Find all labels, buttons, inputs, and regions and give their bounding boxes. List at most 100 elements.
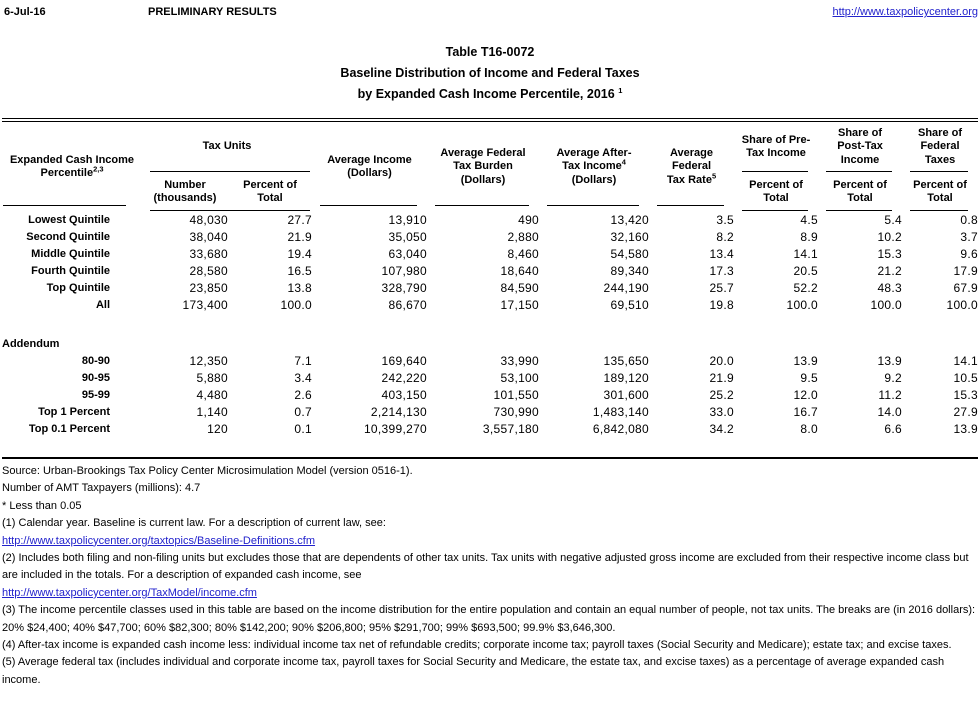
header-sub-row: Number (thousands) Percent of Total Perc…: [2, 172, 978, 212]
cell-pct-of-total: 13.8: [287, 281, 313, 295]
row-label: 80-90: [81, 355, 110, 367]
cell-avg-tax-burden: 33,990: [500, 354, 540, 368]
cell-avg-income: 63,040: [388, 247, 428, 261]
cell-share-posttax: 48.3: [877, 281, 903, 295]
cell-avg-after-tax-income: 89,340: [610, 264, 650, 278]
cell-avg-tax-burden: 17,150: [500, 298, 540, 312]
cell-share-fedtax: 0.8: [960, 213, 979, 227]
page-header: 6-Jul-16 PRELIMINARY RESULTS http://www.…: [2, 5, 978, 20]
cell-share-fedtax: 9.6: [960, 247, 979, 261]
table-row: Fourth Quintile 28,580 16.5 107,980 18,6…: [2, 263, 978, 280]
header-underline: [435, 205, 530, 206]
row-label: 90-95: [81, 372, 110, 384]
cell-number: 33,680: [189, 247, 228, 261]
cell-share-pretax: 8.9: [800, 230, 819, 244]
footnote-ref-5: 5: [711, 171, 717, 181]
row-label: 95-99: [81, 389, 110, 401]
table-row: Top 0.1 Percent 120 0.1 10,399,270 3,557…: [2, 421, 978, 438]
table-row: 90-95 5,880 3.4 242,220 53,100 189,120 2…: [2, 370, 978, 387]
cell-share-fedtax: 100.0: [946, 298, 979, 312]
header-underline: [826, 210, 893, 211]
footnote-amt-taxpayers: Number of AMT Taxpayers (millions): 4.7: [2, 482, 201, 495]
header-underline: [826, 171, 893, 172]
spacer-row: [2, 438, 978, 458]
col-header-average-after-tax-income: Average After- Tax Income4 (Dollars): [539, 122, 649, 212]
cell-avg-tax-rate: 25.7: [709, 281, 735, 295]
cell-avg-tax-rate: 13.4: [709, 247, 735, 261]
cell-share-fedtax: 67.9: [953, 281, 979, 295]
taxpolicycenter-link[interactable]: http://www.taxpolicycenter.org: [832, 6, 978, 18]
cell-share-posttax: 5.4: [884, 213, 903, 227]
table-row: Top Quintile 23,850 13.8 328,790 84,590 …: [2, 280, 978, 297]
cell-avg-after-tax-income: 135,650: [603, 354, 650, 368]
cell-avg-tax-rate: 17.3: [709, 264, 735, 278]
cell-avg-tax-burden: 84,590: [500, 281, 540, 295]
col-header-percentile: Expanded Cash Income Percentile2,3: [2, 122, 142, 212]
cell-share-fedtax: 27.9: [953, 405, 979, 419]
row-label: Lowest Quintile: [28, 214, 110, 226]
footnotes: Source: Urban-Brookings Tax Policy Cente…: [2, 463, 978, 689]
table-row-all: All 173,400 100.0 86,670 17,150 69,510 1…: [2, 297, 978, 314]
cell-number: 120: [207, 422, 228, 436]
row-label: Middle Quintile: [31, 248, 110, 260]
row-label: Top Quintile: [46, 282, 110, 294]
cell-share-fedtax: 17.9: [953, 264, 979, 278]
taxmodel-income-link[interactable]: http://www.taxpolicycenter.org/TaxModel/…: [2, 586, 257, 599]
cell-share-posttax: 15.3: [877, 247, 903, 261]
cell-share-fedtax: 15.3: [953, 388, 979, 402]
row-label: Top 0.1 Percent: [28, 423, 110, 435]
cell-share-pretax: 13.9: [793, 354, 819, 368]
cell-avg-tax-rate: 25.2: [709, 388, 735, 402]
cell-number: 1,140: [196, 405, 228, 419]
cell-avg-after-tax-income: 244,190: [603, 281, 650, 295]
header-underline: [742, 210, 809, 211]
cell-share-posttax: 13.9: [877, 354, 903, 368]
col-header-share-pretax-percent: Percent of Total: [734, 172, 818, 212]
header-underline: [657, 205, 725, 206]
table-row: Middle Quintile 33,680 19.4 63,040 8,460…: [2, 246, 978, 263]
cell-avg-income: 86,670: [388, 298, 428, 312]
col-header-percent-of-total: Percent of Total: [228, 172, 312, 212]
cell-share-pretax: 4.5: [800, 213, 819, 227]
header-underline: [742, 171, 809, 172]
cell-avg-income: 328,790: [381, 281, 428, 295]
cell-share-posttax: 11.2: [878, 388, 903, 402]
table-row: 80-90 12,350 7.1 169,640 33,990 135,650 …: [2, 353, 978, 370]
cell-number: 4,480: [196, 388, 228, 402]
cell-number: 12,350: [189, 354, 228, 368]
cell-avg-after-tax-income: 32,160: [610, 230, 650, 244]
footnote-5: (5) Average federal tax (includes indivi…: [2, 656, 945, 686]
header-underline: [150, 171, 311, 172]
header-underline: [3, 205, 126, 206]
cell-avg-income: 107,980: [381, 264, 428, 278]
header-underline: [910, 210, 969, 211]
addendum-header-row: Addendum: [2, 336, 978, 353]
cell-avg-after-tax-income: 54,580: [610, 247, 650, 261]
cell-number: 48,030: [189, 213, 228, 227]
cell-share-posttax: 100.0: [870, 298, 903, 312]
cell-share-fedtax: 14.1: [953, 354, 979, 368]
cell-avg-after-tax-income: 301,600: [603, 388, 650, 402]
cell-number: 173,400: [182, 298, 228, 312]
cell-share-pretax: 16.7: [793, 405, 819, 419]
row-label: Fourth Quintile: [31, 265, 110, 277]
footnote-1: (1) Calendar year. Baseline is current l…: [2, 517, 386, 530]
col-header-share-posttax-percent: Percent of Total: [818, 172, 902, 212]
header-group-row: Expanded Cash Income Percentile2,3 Tax U…: [2, 122, 978, 206]
cell-pct-of-total: 16.5: [287, 264, 313, 278]
cell-avg-income: 242,220: [381, 371, 428, 385]
title-footnote-ref: 1: [618, 85, 623, 95]
cell-avg-after-tax-income: 69,510: [610, 298, 650, 312]
spacer-row: [2, 314, 978, 336]
baseline-definitions-link[interactable]: http://www.taxpolicycenter.org/taxtopics…: [2, 534, 316, 547]
cell-avg-tax-rate: 33.0: [709, 405, 735, 419]
cell-share-pretax: 14.1: [793, 247, 819, 261]
row-label: Second Quintile: [26, 231, 110, 243]
cell-share-fedtax: 3.7: [960, 230, 979, 244]
addendum-label: Addendum: [2, 338, 60, 350]
footnote-ref-4: 4: [621, 157, 626, 167]
footnote-2: (2) Includes both filing and non-filing …: [2, 552, 969, 582]
preliminary-results-label: PRELIMINARY RESULTS: [148, 6, 277, 18]
col-header-share-fedtax-percent: Percent of Total: [902, 172, 978, 212]
cell-avg-tax-burden: 8,460: [507, 247, 540, 261]
